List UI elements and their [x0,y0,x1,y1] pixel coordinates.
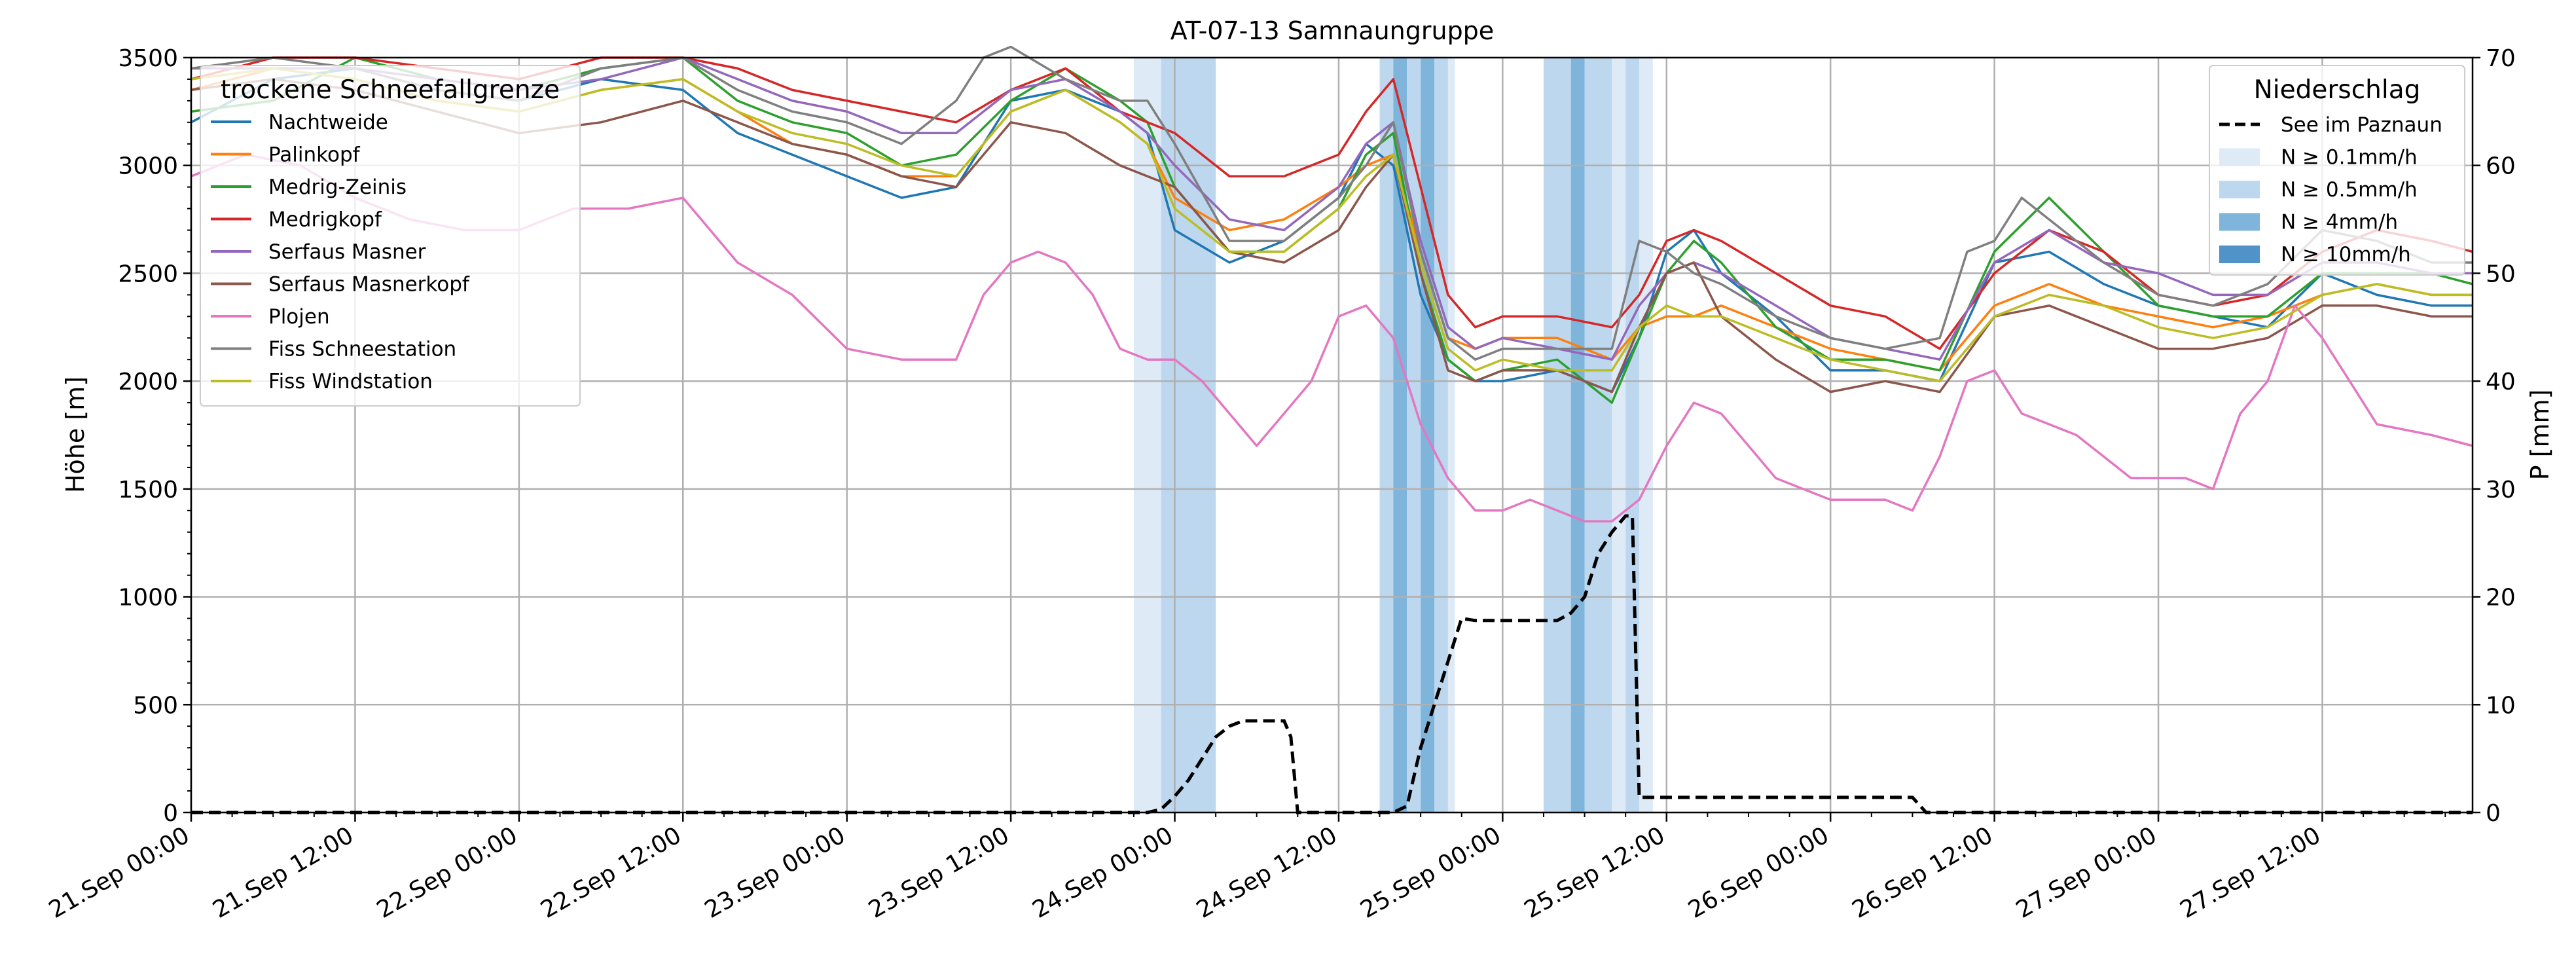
legend-label-plojen: Plojen [268,305,330,329]
legend-label-see-im-paznaun: See im Paznaun [2281,113,2442,137]
y2-axis-title: P [mm] [2526,390,2554,481]
legend-right-title: Niederschlag [2254,75,2421,105]
y2tick-label-10: 10 [2486,692,2516,719]
precip-band-3 [1393,58,1407,812]
legend-label-nachtweide: Nachtweide [268,111,388,134]
precip-band-9 [1570,58,1585,812]
ytick-label-3500: 3500 [118,45,178,72]
legend-swatch-precip-level-4 [2219,246,2260,263]
precip-band-13 [1639,58,1653,812]
y2tick-label-60: 60 [2486,153,2516,180]
legend-swatch-precip-level-2 [2219,181,2260,198]
legend-left: trockene Schneefallgrenze Nachtweide Pali… [200,65,581,407]
legend-swatch-precip-level-3 [2219,213,2260,231]
legend-label-precip-level-4: N ≥ 10mm/h [2281,243,2411,266]
legend-label-precip-level-2: N ≥ 0.5mm/h [2281,178,2418,202]
precip-band-1 [1161,58,1216,812]
legend-swatch-precip-level-1 [2219,148,2260,166]
precip-band-6 [1434,58,1448,812]
legend-label-medrigkopf: Medrigkopf [268,208,382,232]
series-line-medrig-zeinis [190,56,2473,404]
ytick-label-3000: 3000 [118,153,178,180]
precip-band-10 [1584,58,1612,812]
ytick-label-1000: 1000 [118,585,178,611]
series-line-serfaus-masner [191,56,2473,361]
series-line-plojen [190,153,2473,523]
plot-frame [190,56,2474,814]
precip-band-0 [1133,58,1161,812]
legend-right-box [2209,65,2465,276]
y-axis-title: Höhe [m] [61,376,90,493]
precip-bands [1133,58,1653,812]
legend-label-fiss-windstation: Fiss Windstation [268,370,433,393]
series-line-nachtweide [190,67,2473,393]
y2tick-label-0: 0 [2486,800,2501,827]
series-line-fiss-schneestation [190,45,2473,361]
series-lines [190,45,2473,523]
series-line-serfaus-masnerkopf [190,78,2473,393]
precip-band-4 [1407,58,1421,812]
legend-label-precip-level-3: N ≥ 4mm/h [2281,211,2398,234]
legend-label-palinkopf: Palinkopf [268,143,361,167]
legend-label-medrig-zeinis: Medrig-Zeinis [268,175,407,199]
y2tick-label-50: 50 [2486,261,2516,287]
legend-label-fiss-schneestation: Fiss Schneestation [268,338,456,361]
chart-title: AT-07-13 Samnaungruppe [1170,16,1494,45]
precip-line [191,514,2473,814]
y2tick-label-40: 40 [2486,369,2516,395]
precip-band-2 [1379,58,1394,812]
legend-label-precip-level-1: N ≥ 0.1mm/h [2281,146,2418,170]
precip-band-7 [1447,58,1455,812]
ytick-label-2000: 2000 [118,369,178,395]
y2tick-label-70: 70 [2486,45,2516,72]
precip-band-8 [1543,58,1571,812]
legend-label-serfaus-masnerkopf: Serfaus Masnerkopf [268,273,470,297]
legend-left-title: trockene Schneefallgrenze [221,75,560,105]
y2tick-label-20: 20 [2486,585,2516,611]
ytick-label-1500: 1500 [118,477,178,503]
legend-left-box [200,65,581,407]
precip-line-see-im-paznaun [191,514,2473,814]
ytick-label-0: 0 [163,800,178,827]
series-line-fiss-windstation [190,67,2473,382]
legend-right: Niederschlag See im Paznaun N ≥ 0.1mm/h N … [2209,65,2465,276]
legend-label-serfaus-masner: Serfaus Masner [268,240,426,264]
y2tick-label-30: 30 [2486,477,2516,503]
precip-band-11 [1612,58,1626,812]
ytick-label-500: 500 [133,692,178,719]
precip-band-5 [1421,58,1435,812]
ytick-label-2500: 2500 [118,261,178,287]
precip-band-12 [1625,58,1640,812]
